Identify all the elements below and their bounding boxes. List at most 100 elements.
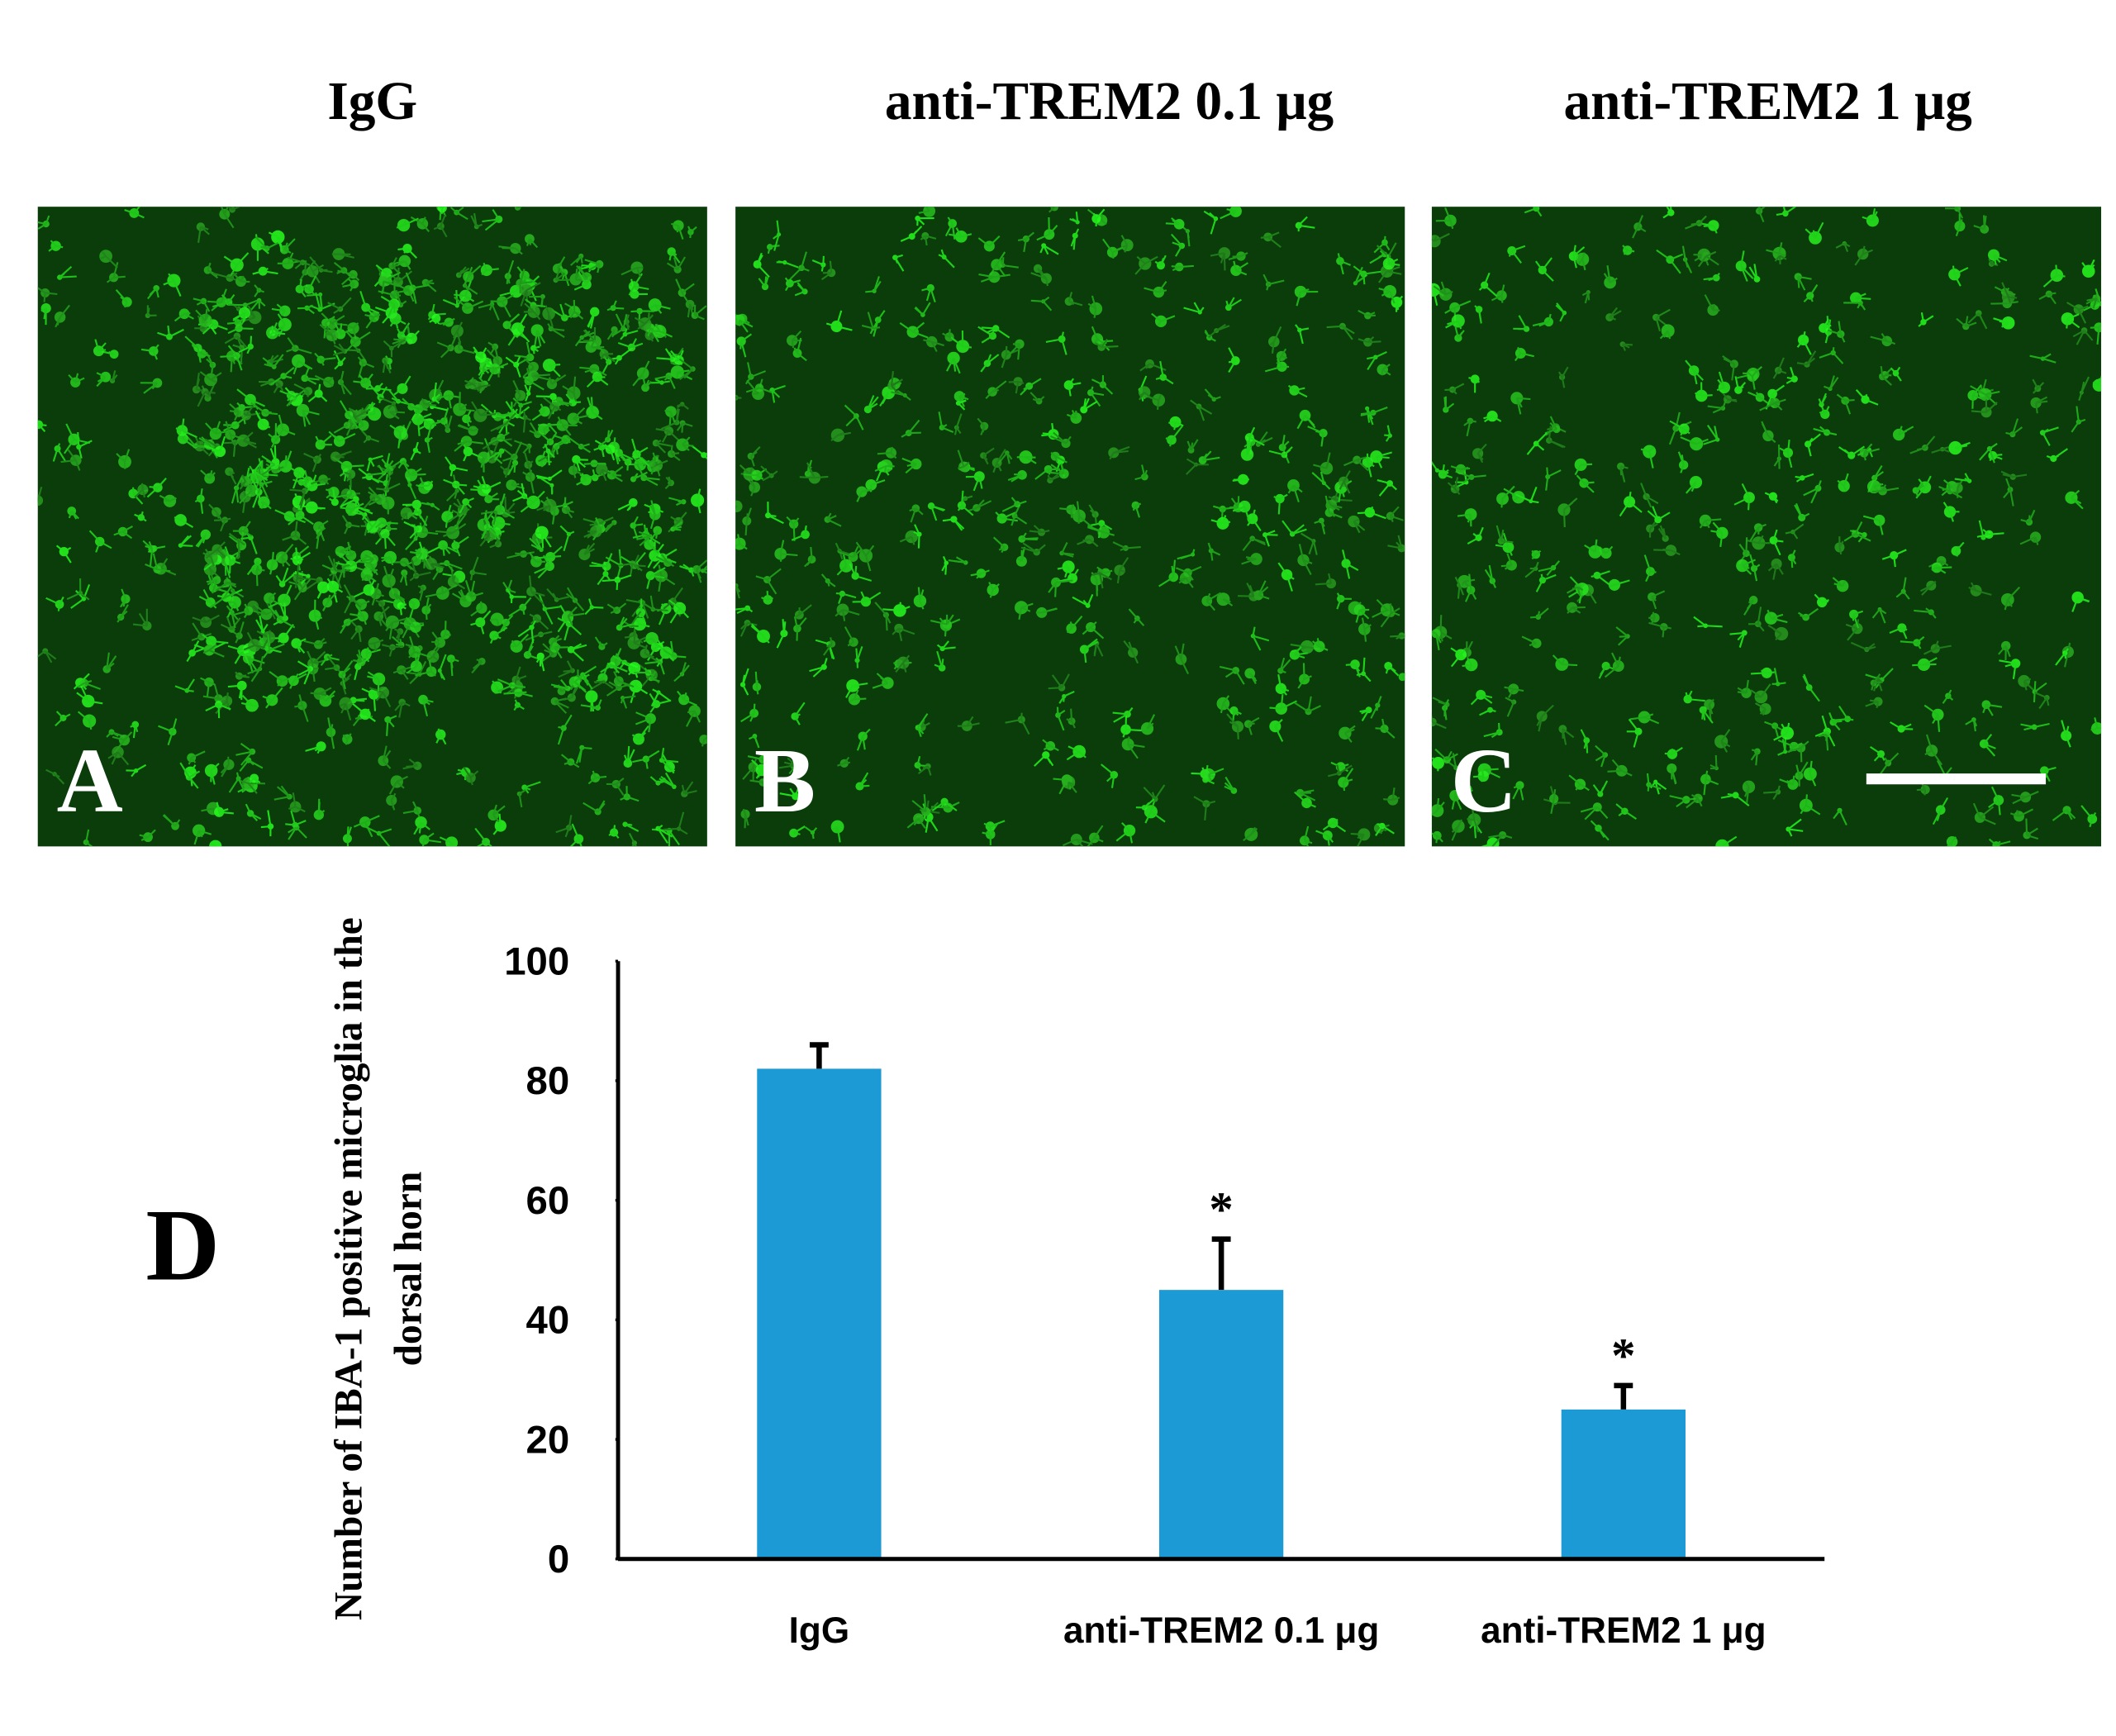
microglia-process [934, 663, 943, 669]
microglia-process [573, 469, 582, 475]
microglia-process [606, 553, 613, 567]
microglia-process [564, 827, 570, 838]
microglia-process [576, 478, 587, 486]
microglia-process [427, 314, 433, 321]
microglia-process [216, 549, 226, 558]
microglia-process [1304, 415, 1315, 426]
microglia-process [1088, 539, 1099, 548]
microglia-process [350, 628, 360, 640]
microglia-process [376, 488, 387, 491]
microglia-process [489, 543, 499, 549]
microglia-process [655, 530, 659, 536]
microglia-process [269, 564, 273, 575]
microglia-process [1066, 627, 1072, 634]
microglia-process [174, 312, 185, 322]
microglia-process [55, 545, 65, 553]
microglia-process [600, 664, 613, 673]
microglia-process [1125, 546, 1141, 549]
microglia-process [392, 668, 402, 674]
microglia-process [288, 826, 297, 840]
microglia-process [346, 617, 359, 624]
microglia-process [505, 502, 516, 515]
microglia-process [479, 409, 490, 416]
microglia-process [760, 465, 773, 477]
microglia-process [263, 502, 272, 510]
microglia-process [942, 556, 948, 564]
microglia-process [529, 537, 542, 551]
microglia-process [737, 534, 741, 545]
microglia-process [606, 603, 618, 611]
microglia-process [1210, 252, 1225, 257]
microglia-process [408, 651, 416, 659]
microglia-process [1060, 463, 1065, 474]
microglia-process [898, 602, 901, 611]
microglia-process [1159, 258, 1165, 266]
microglia-process [891, 385, 899, 394]
microglia-process [1354, 266, 1363, 284]
microglia-process [116, 453, 126, 463]
microglia-process [949, 329, 951, 337]
microglia-process [306, 579, 321, 590]
microglia-process [308, 275, 317, 290]
microglia-process [669, 607, 681, 624]
microglia-process [286, 347, 296, 353]
micrograph [735, 207, 1405, 847]
microglia-process [97, 342, 107, 352]
microglia-process [1068, 292, 1073, 302]
microglia-process [613, 671, 620, 682]
microglia-process [202, 552, 212, 559]
microglia-process [204, 391, 212, 397]
microglia-process [1378, 270, 1388, 283]
microglia-process [524, 384, 530, 394]
microglia-process [340, 357, 346, 364]
microglia-process [1277, 562, 1288, 576]
microglia-process [531, 411, 546, 421]
microglia-process [349, 283, 355, 292]
microglia-process [1051, 422, 1055, 435]
microglia-process [48, 245, 57, 252]
microglia-cell [493, 508, 500, 515]
microglia-process [865, 592, 882, 603]
microglia-process [232, 442, 236, 457]
microglia-process [297, 360, 311, 370]
microglia-process [445, 456, 454, 468]
microglia-process [292, 360, 300, 375]
microglia-process [314, 352, 322, 360]
microglia-process [505, 356, 517, 366]
microglia-process [1350, 833, 1364, 835]
microglia-process [210, 763, 220, 772]
microglia-process [1134, 475, 1145, 481]
microglia-process [50, 240, 57, 247]
microglia-process [369, 558, 374, 564]
microglia-process [352, 273, 360, 282]
microglia-process [1008, 380, 1019, 383]
microglia-process [549, 545, 563, 558]
microglia-process [544, 444, 549, 452]
microglia-process [271, 687, 283, 701]
microglia-process [618, 452, 630, 465]
microglia-process [644, 660, 661, 665]
microglia-process [1220, 509, 1224, 519]
microglia-process [455, 483, 465, 495]
microglia-process [498, 813, 502, 826]
microglia-process [386, 719, 389, 736]
microglia-process [540, 460, 544, 468]
microglia-process [288, 514, 301, 526]
microglia-process [814, 475, 829, 479]
microglia-process [259, 468, 272, 477]
microglia-process [575, 255, 582, 264]
microglia-process [391, 257, 397, 267]
microglia-process [397, 460, 404, 469]
microglia-process [1356, 456, 1367, 461]
microglia-process [321, 357, 336, 361]
microglia-process [274, 466, 284, 471]
microglia-process [440, 347, 452, 359]
microglia-process [369, 383, 382, 398]
microglia-process [626, 502, 635, 511]
microglia-process [1280, 348, 1287, 357]
microglia-process [955, 227, 963, 237]
microglia-process [106, 662, 115, 670]
microglia-process [530, 617, 538, 625]
microglia-process [625, 823, 640, 832]
microglia-process [399, 639, 402, 645]
